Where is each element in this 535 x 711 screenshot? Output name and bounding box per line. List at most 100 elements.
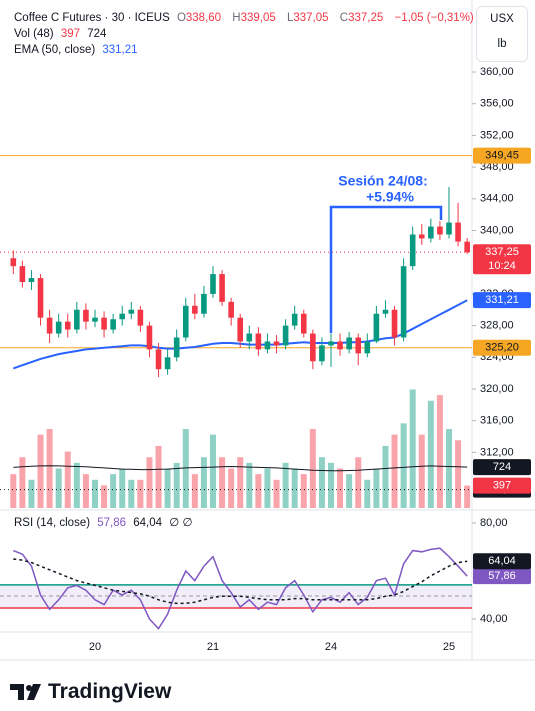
volume-bar (173, 462, 180, 508)
y-tick-label: 320,00 (480, 383, 514, 395)
candle-body (92, 317, 98, 322)
candle-body (319, 345, 325, 362)
rsi-ma-value: 64,04 (133, 517, 163, 529)
volume-bar (19, 457, 26, 508)
volume-bar (364, 479, 371, 508)
volume-bar (436, 395, 443, 508)
volume-bar (110, 474, 117, 508)
candle-body (37, 278, 44, 318)
volume-ma-value: 724 (87, 28, 107, 40)
x-tick-label: 20 (89, 641, 101, 653)
candle-body (155, 349, 162, 370)
ema-legend: EMA (50, close) 331,21 (14, 42, 142, 58)
volume-bar (146, 457, 153, 508)
candle-body (28, 278, 35, 283)
candle-body (64, 321, 71, 330)
candle-body (237, 317, 244, 342)
units-box: USX lb (476, 6, 528, 62)
y-tick-label: 312,00 (480, 446, 514, 458)
price-badge (473, 568, 531, 585)
ohlc-key: C (339, 12, 349, 24)
candle-body (201, 293, 207, 314)
candle-body (300, 313, 307, 334)
candle-body (409, 234, 416, 267)
volume-bar (119, 468, 126, 508)
ohlc-value: 338,60 (185, 12, 222, 24)
ohlc-value: 339,05 (240, 12, 276, 24)
candle-body (10, 258, 17, 267)
volume-bar (400, 423, 407, 508)
volume-bar (219, 457, 226, 508)
y-tick-label: 348,00 (480, 161, 514, 173)
volume-bar (228, 468, 235, 508)
candle-body (128, 309, 135, 314)
volume-bar (355, 457, 362, 508)
volume-bar (282, 462, 289, 508)
candle-body (364, 341, 371, 354)
volume-bar (82, 474, 89, 508)
volume-bar (327, 462, 334, 508)
y-tick-label: 360,00 (480, 66, 514, 78)
annotation: Sesión 24/08: (338, 173, 428, 189)
ohlc: C337,25 (340, 12, 388, 24)
unit: lb (497, 38, 507, 50)
candle-body (219, 274, 225, 302)
price-badge-label: 724 (493, 461, 511, 473)
candle-body (264, 341, 271, 350)
volume-bar (255, 474, 262, 508)
candle-body (310, 333, 316, 362)
candle-body (337, 341, 343, 350)
volume-name: Vol (48) (14, 28, 54, 40)
price-badge (473, 477, 531, 494)
annotation-bracket (329, 205, 443, 333)
candle-body (83, 309, 89, 322)
candle-body (246, 333, 253, 342)
candle-body (273, 341, 280, 346)
y-tick-label: 344,00 (480, 193, 514, 205)
candle-body (74, 309, 80, 330)
y-tick-label: 328,00 (480, 320, 514, 332)
candle-body (146, 325, 153, 350)
volume-bar (464, 485, 471, 508)
y-tick-label: 316,00 (480, 415, 514, 427)
volume-bar (137, 479, 144, 508)
candle-body (255, 333, 262, 350)
candle-body (382, 309, 389, 314)
unit: USX (490, 13, 514, 25)
y-tick-label: 352,00 (480, 129, 514, 141)
price-legend: Coffee C Futures · 30 · ICEUS O338,60 H3… (14, 10, 478, 26)
ohlc-key: H (232, 12, 241, 24)
candle-body (137, 309, 144, 326)
price-badge (473, 147, 531, 164)
ohlc-key: L (286, 12, 294, 24)
volume-bar (391, 434, 398, 508)
volume-bar (246, 462, 253, 508)
candle-body (110, 319, 116, 330)
volume-bar (291, 468, 298, 508)
candle-body (282, 325, 289, 346)
volume-bar (318, 457, 325, 508)
x-tick-label: 21 (207, 641, 219, 653)
volume-bar (101, 485, 108, 508)
candle-body (446, 222, 452, 235)
volume-bar (64, 451, 71, 508)
volume-bar (382, 445, 389, 508)
candle-body (428, 226, 434, 239)
price-badge (473, 339, 531, 356)
y-tick-label: 340,00 (480, 224, 514, 236)
x-tick-label: 25 (443, 641, 455, 653)
annotation: +5.94% (366, 189, 414, 205)
y-tick-label: 356,00 (480, 98, 514, 110)
ohlc-key: O (176, 12, 186, 24)
volume-bar (37, 434, 44, 508)
volume-bar (309, 428, 316, 508)
ema-value: 331,21 (102, 44, 138, 56)
price-badge (473, 459, 531, 476)
change: −1,05 (−0,31%) (394, 12, 474, 24)
price-badge-label: 337,25 (485, 246, 519, 258)
candle-body (455, 222, 461, 242)
price-badge-label: 349,45 (485, 150, 519, 162)
volume-bar (55, 468, 62, 508)
candle-body (291, 313, 298, 326)
